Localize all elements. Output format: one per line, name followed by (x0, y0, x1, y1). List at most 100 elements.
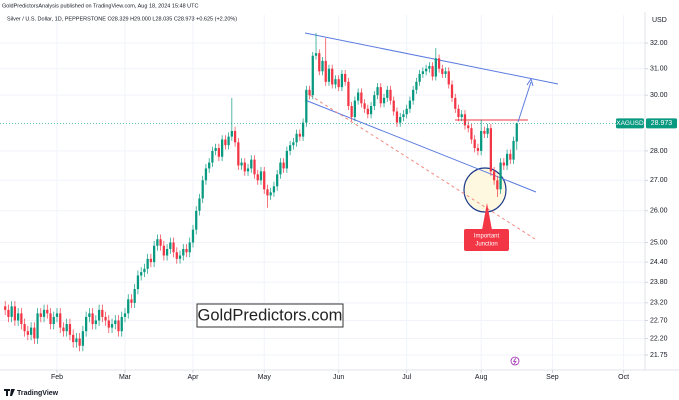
candle-body (195, 210, 198, 230)
candle-body (130, 299, 133, 303)
candle-body (26, 331, 29, 335)
candle-body (298, 133, 301, 137)
candle-body (515, 123, 518, 142)
symbol-label: XAGUSD (616, 120, 644, 127)
y-tick-label: 30.00 (650, 92, 668, 99)
candle-body (4, 306, 7, 310)
candle-body (369, 106, 373, 115)
candle-body (136, 275, 140, 290)
price-tag (646, 118, 677, 129)
candle-body (178, 255, 182, 259)
y-tick-label: 22.20 (650, 335, 668, 342)
candle-body (347, 81, 350, 107)
candle-body (327, 68, 331, 82)
candle-body (489, 128, 493, 172)
candle-body (62, 327, 65, 332)
candle-body (140, 272, 143, 276)
candle-body (276, 174, 279, 187)
candle-body (191, 229, 195, 243)
x-tick-label: Mar (119, 374, 132, 381)
candle-body (473, 139, 476, 149)
candle-body (376, 87, 379, 96)
symbol-tag (616, 118, 644, 129)
candle-body (356, 92, 360, 101)
candle-body (172, 242, 175, 253)
candle-body (91, 313, 94, 325)
candle-body (33, 327, 36, 339)
candle-body (363, 103, 366, 109)
candle-body (13, 306, 17, 321)
y-tick-label: 21.75 (650, 352, 668, 359)
candle-body (263, 171, 266, 190)
candle-body (240, 162, 243, 166)
candle-body (42, 309, 46, 317)
candle-body (224, 139, 227, 146)
watermark: GoldPredictors.com (198, 306, 343, 324)
candle-body (233, 130, 237, 143)
candle-body (49, 313, 52, 325)
x-tick-label: Sep (546, 374, 559, 381)
candle-body (353, 100, 357, 118)
price-label: 28.973 (651, 120, 673, 127)
y-tick-label: 26.00 (650, 208, 668, 215)
candle-body (366, 108, 369, 115)
candle-body (68, 324, 72, 335)
candle-body (81, 331, 85, 346)
candle-body (227, 136, 230, 146)
candle-body (305, 89, 308, 123)
candle-body (198, 198, 201, 211)
event-icon-bolt (512, 357, 517, 365)
x-tick-label: Oct (618, 374, 629, 381)
candle-body (308, 89, 311, 96)
candle-body (7, 309, 10, 317)
candle-body (395, 111, 399, 123)
x-tick-label: Jun (333, 374, 344, 381)
candle-body (295, 133, 298, 143)
candle-body (292, 142, 295, 146)
candle-body (434, 58, 437, 77)
channel-top (304, 32, 559, 85)
candle-body (285, 150, 289, 169)
candle-body (447, 71, 450, 85)
candle-body (16, 313, 20, 321)
candle-body (120, 316, 123, 332)
candle-body (243, 162, 246, 172)
publish-line: GoldPredictorsAnalysis published on Trad… (2, 3, 199, 9)
candle-body (483, 130, 486, 134)
candle-body (444, 71, 447, 74)
candle-body (311, 55, 314, 96)
x-tick-label: May (258, 374, 272, 381)
candle-body (476, 148, 480, 151)
candle-body (133, 289, 136, 303)
candle-body (23, 324, 26, 332)
candle-body (55, 313, 59, 317)
candle-body (169, 242, 172, 249)
candle-body (463, 114, 467, 126)
y-tick-label: 31.00 (650, 66, 668, 73)
candle-body (127, 299, 130, 314)
candle-body (217, 148, 221, 157)
candle-body (97, 309, 101, 321)
candle-body (428, 66, 431, 69)
candle-body (220, 139, 224, 157)
event-icon (510, 356, 520, 366)
footer: TradingView (17, 390, 59, 397)
candle-body (467, 125, 470, 129)
candle-body (496, 180, 499, 190)
candle-body (457, 108, 460, 118)
candle-body (78, 338, 81, 346)
candle-body (331, 68, 334, 85)
candle-body (149, 258, 153, 263)
candle-body (405, 108, 408, 115)
candle-body (230, 130, 233, 137)
candle-body (324, 60, 327, 82)
junction-circle (463, 167, 507, 213)
candle-body (204, 168, 208, 181)
candle-body (454, 97, 457, 109)
candle-body (104, 316, 107, 321)
candle-body (237, 142, 240, 166)
candle-body (88, 313, 91, 317)
x-tick-label: Jul (402, 374, 411, 381)
candle-body (107, 320, 110, 328)
